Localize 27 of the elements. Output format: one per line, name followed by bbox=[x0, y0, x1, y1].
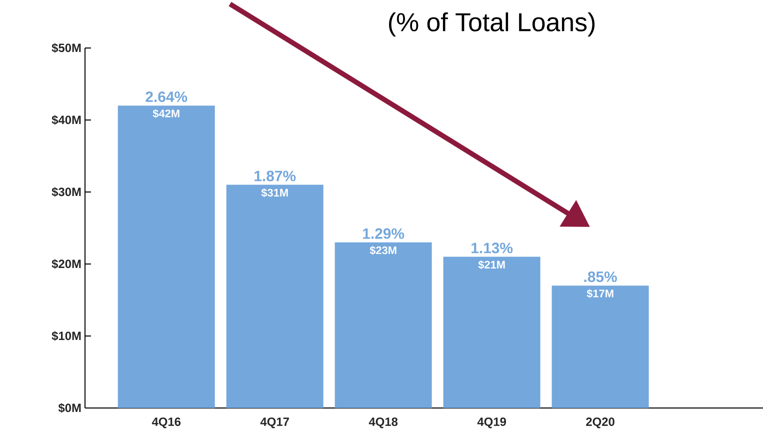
annotation: 1.13% bbox=[472, 242, 513, 254]
data-label: $17M bbox=[586, 289, 614, 298]
annotation: 1.29% bbox=[363, 228, 404, 239]
data-label: $42M bbox=[152, 109, 180, 118]
data-label: $23M bbox=[370, 246, 396, 255]
y-tick-label: $0M bbox=[58, 403, 81, 413]
y-tick-label: $50M bbox=[52, 43, 81, 53]
annotation: .85% bbox=[584, 271, 617, 282]
annotation: 1.87% bbox=[254, 170, 296, 182]
x-tick-label: 2Q20 bbox=[586, 418, 614, 428]
annotation: 2.64% bbox=[146, 92, 188, 102]
data-label: $31M bbox=[261, 188, 288, 198]
bar bbox=[552, 286, 649, 408]
bar bbox=[334, 242, 432, 408]
y-tick-label: $30M bbox=[52, 187, 81, 197]
chart-title: (% of Total Loans) bbox=[389, 12, 595, 36]
x-tick-label: 4Q16 bbox=[152, 418, 181, 428]
bar bbox=[443, 256, 540, 408]
bar bbox=[118, 106, 215, 408]
x-tick-label: 4Q19 bbox=[477, 418, 506, 428]
x-tick-label: 4Q18 bbox=[368, 418, 398, 428]
y-tick-label: $10M bbox=[52, 331, 81, 341]
x-tick-label: 4Q17 bbox=[260, 418, 289, 428]
data-label: $21M bbox=[478, 260, 505, 270]
bar bbox=[226, 184, 324, 408]
y-tick-label: $40M bbox=[52, 115, 81, 125]
y-tick-label: $20M bbox=[52, 259, 81, 269]
